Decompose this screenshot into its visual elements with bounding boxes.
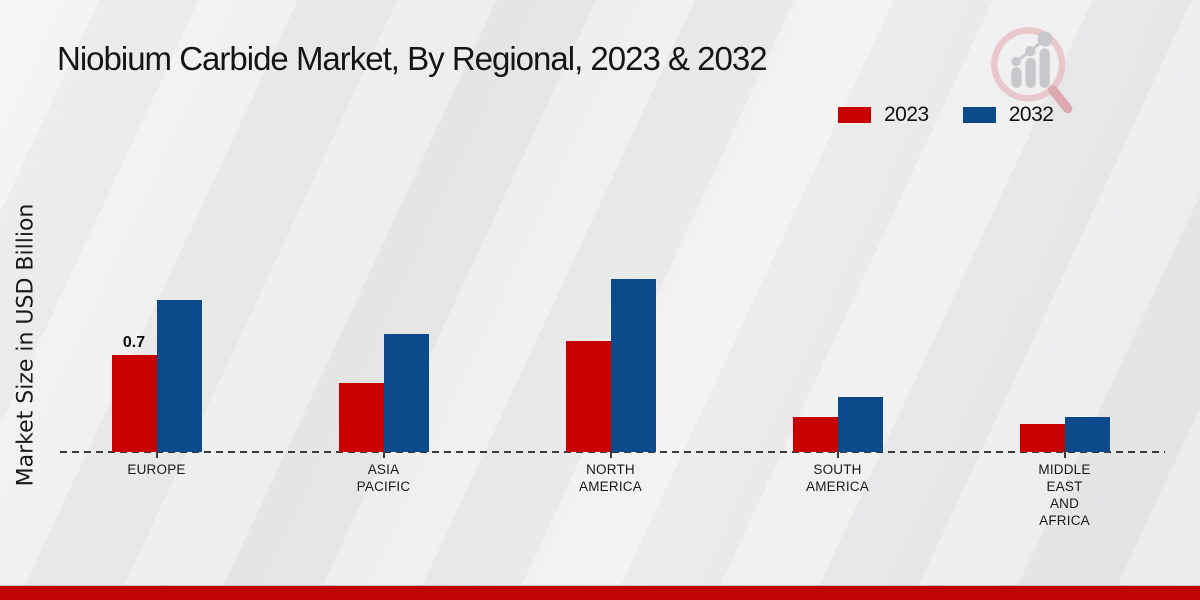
axis-tick-asia-pacific — [382, 452, 385, 458]
bar-2032-south-america — [837, 397, 883, 452]
chart-title: Niobium Carbide Market, By Regional, 202… — [57, 40, 768, 77]
legend-label-2023: 2023 — [884, 103, 929, 126]
bar-2023-asia-pacific — [338, 383, 384, 452]
legend-item-2032: 2032 — [962, 103, 1054, 127]
bar-2023-south-america — [792, 417, 838, 452]
legend-label-2032: 2032 — [1008, 103, 1054, 126]
legend-item-2023: 2023 — [838, 103, 929, 127]
bar-2032-north-america — [610, 279, 656, 452]
bar-2023-north-america — [565, 341, 611, 452]
axis-tick-middle-east-and-africa — [1063, 452, 1066, 458]
legend-swatch-2032 — [962, 107, 996, 123]
magnifier-bar-chart-logo-icon — [991, 27, 1073, 114]
bar-2032-middle-east-and-africa — [1064, 417, 1110, 452]
category-label-middle-east-and-africa: MIDDLE EAST AND AFRICA — [1038, 462, 1091, 528]
axis-tick-south-america — [836, 452, 839, 458]
bar-2023-europe — [111, 355, 157, 452]
category-label-south-america: SOUTH AMERICA — [806, 462, 869, 494]
bar-2023-middle-east-and-africa — [1019, 424, 1065, 452]
category-label-asia-pacific: ASIA PACIFIC — [356, 462, 411, 494]
axis-tick-europe — [155, 452, 158, 458]
category-label-north-america: NORTH AMERICA — [579, 462, 642, 494]
x-axis-baseline — [60, 451, 1165, 453]
bar-2032-europe — [156, 300, 202, 452]
category-label-europe: EUROPE — [127, 462, 186, 477]
axis-tick-north-america — [609, 452, 612, 458]
legend-swatch-2023 — [838, 107, 871, 123]
legend: 2023 2032 — [838, 103, 1054, 127]
y-axis-label: Market Size in USD Billion — [13, 203, 39, 487]
footer-accent-bar — [0, 586, 1200, 600]
bar-2032-asia-pacific — [383, 334, 429, 452]
bar-value-label: 0.7 — [122, 334, 146, 351]
